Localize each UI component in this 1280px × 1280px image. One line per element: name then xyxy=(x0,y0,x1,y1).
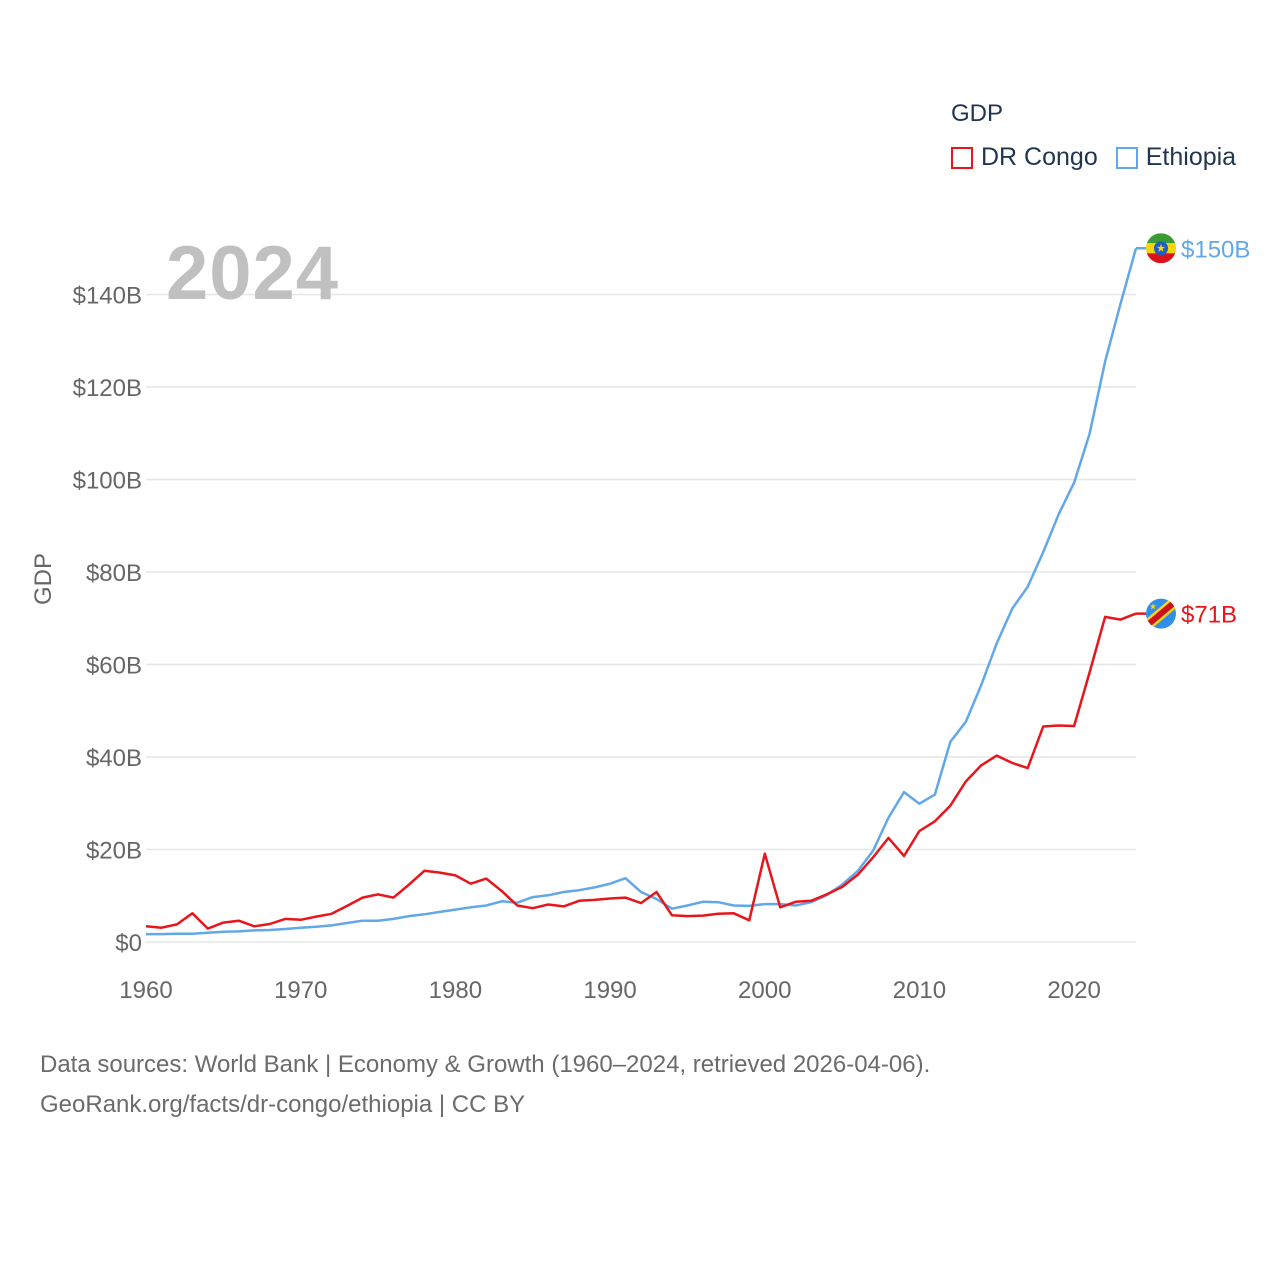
x-tick-label: 1970 xyxy=(274,977,327,1004)
x-tick-label: 1960 xyxy=(119,977,172,1004)
grid-lines xyxy=(146,293,1136,943)
end-value-label-dr-congo: $71B xyxy=(1181,602,1237,629)
legend-title: GDP xyxy=(951,100,1004,127)
legend-swatch-dr-congo xyxy=(951,146,973,169)
dr-congo-flag-icon xyxy=(1146,598,1176,629)
source-line-1: Data sources: World Bank | Economy & Gro… xyxy=(40,1051,931,1078)
y-tick-label: $60B xyxy=(86,653,142,680)
x-tick-label: 1990 xyxy=(583,977,636,1004)
x-tick-label: 2000 xyxy=(738,977,791,1004)
legend: DR Congo Ethiopia xyxy=(951,143,1254,172)
y-axis-tick-labels: $0 $20B $40B $60B $80B $100B $120B $140B xyxy=(73,283,142,958)
series-line-dr-congo xyxy=(145,612,1137,930)
x-tick-label: 1980 xyxy=(429,977,482,1004)
legend-swatch-ethiopia xyxy=(1115,146,1138,169)
end-value-label-ethiopia: $150B xyxy=(1181,236,1250,263)
y-axis-label: GDP xyxy=(30,553,57,605)
legend-item-ethiopia[interactable]: Ethiopia xyxy=(1115,143,1237,172)
legend-label-ethiopia: Ethiopia xyxy=(1145,143,1237,171)
series-lines xyxy=(145,247,1138,936)
x-tick-label: 2010 xyxy=(893,977,946,1004)
y-tick-label: $120B xyxy=(73,375,142,402)
y-tick-label: $0 xyxy=(115,930,142,957)
source-note: Data sources: World Bank | Economy & Gro… xyxy=(40,1045,930,1125)
year-label: 2024 xyxy=(166,231,340,316)
y-tick-label: $80B xyxy=(86,560,142,587)
y-tick-label: $20B xyxy=(86,838,142,865)
series-line-ethiopia xyxy=(146,247,1138,936)
y-tick-label: $140B xyxy=(73,283,142,310)
x-axis-tick-labels: 1960 1970 1980 1990 2000 2010 2020 xyxy=(119,977,1101,1004)
source-line-2[interactable]: GeoRank.org/facts/dr-congo/ethiopia | CC… xyxy=(40,1091,526,1118)
x-tick-label: 2020 xyxy=(1047,977,1100,1004)
ethiopia-flag-icon xyxy=(1146,233,1176,264)
end-markers: $150B $71B xyxy=(1136,233,1250,629)
y-tick-label: $100B xyxy=(73,468,142,495)
legend-item-dr-congo[interactable]: DR Congo xyxy=(951,143,1098,172)
legend-label-dr-congo: DR Congo xyxy=(981,143,1098,171)
y-tick-label: $40B xyxy=(86,745,142,772)
